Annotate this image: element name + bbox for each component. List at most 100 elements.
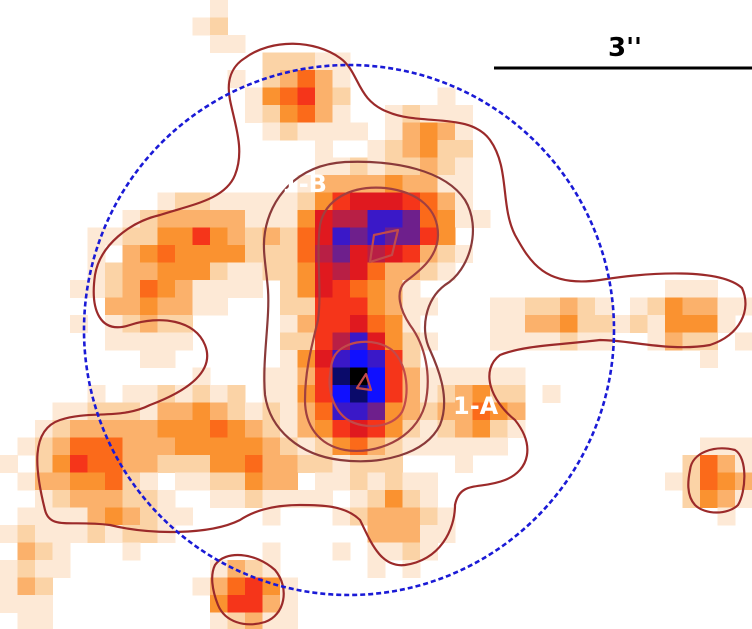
map-pixel: [245, 105, 263, 123]
map-pixel: [262, 507, 281, 526]
map-pixel: [315, 105, 333, 123]
map-pixel: [420, 332, 438, 351]
map-pixel: [367, 332, 386, 351]
map-pixel: [262, 192, 281, 211]
map-pixel: [437, 507, 456, 526]
map-pixel: [297, 350, 316, 368]
map-pixel: [385, 402, 403, 421]
map-pixel: [402, 525, 421, 543]
map-pixel: [70, 507, 88, 526]
map-pixel: [455, 157, 473, 176]
map-pixel: [437, 227, 456, 246]
map-pixel: [227, 280, 246, 298]
map-pixel: [402, 262, 421, 281]
map-pixel: [70, 490, 88, 508]
map-pixel: [227, 420, 246, 438]
map-pixel: [367, 507, 386, 526]
map-pixel: [105, 472, 123, 491]
map-pixel: [385, 157, 403, 176]
map-pixel: [192, 385, 211, 403]
map-pixel: [105, 332, 123, 351]
map-pixel: [157, 245, 176, 263]
map-pixel: [227, 245, 246, 263]
map-pixel: [595, 332, 613, 351]
map-pixel: [402, 332, 421, 351]
map-pixel: [507, 420, 526, 438]
map-pixel: [245, 612, 263, 629]
map-pixel: [350, 472, 368, 491]
map-pixel: [665, 297, 683, 316]
inner-contour: [303, 186, 440, 452]
map-pixel: [262, 612, 281, 629]
map-pixel: [717, 315, 736, 333]
map-pixel: [192, 455, 211, 473]
map-pixel: [227, 402, 246, 421]
map-pixel: [665, 280, 683, 298]
map-pixel: [455, 402, 473, 421]
map-pixel: [17, 612, 36, 629]
map-pixel: [297, 122, 316, 141]
map-pixel: [402, 122, 421, 141]
map-pixel: [210, 437, 228, 456]
map-pixel: [315, 315, 333, 333]
map-pixel: [245, 210, 263, 228]
map-pixel: [280, 297, 298, 316]
map-pixel: [17, 472, 36, 491]
map-pixel: [682, 472, 701, 491]
map-pixel: [122, 455, 141, 473]
map-pixel: [647, 332, 666, 351]
map-pixel: [245, 402, 263, 421]
map-pixel: [315, 490, 333, 508]
map-pixel: [490, 420, 508, 438]
map-pixel: [140, 420, 158, 438]
map-pixel: [227, 472, 246, 491]
map-pixel: [402, 507, 421, 526]
map-pixel: [35, 577, 53, 596]
map-pixel: [332, 367, 351, 386]
map-pixel: [385, 367, 403, 386]
map-pixel: [490, 297, 508, 316]
map-pixel: [87, 280, 106, 298]
map-pixel: [437, 525, 456, 543]
map-pixel: [420, 245, 438, 263]
map-pixel: [402, 350, 421, 368]
map-pixel: [210, 297, 228, 316]
map-pixel: [262, 420, 281, 438]
map-pixel: [717, 455, 736, 473]
map-pixel: [315, 140, 333, 158]
map-pixel: [280, 105, 298, 123]
map-pixel: [367, 402, 386, 421]
map-pixel: [210, 612, 228, 629]
map-pixel: [70, 420, 88, 438]
map-pixel: [0, 455, 18, 473]
map-pixel: [350, 245, 368, 263]
map-pixel: [402, 402, 421, 421]
map-pixel: [105, 315, 123, 333]
map-pixel: [210, 210, 228, 228]
map-pixel: [595, 297, 613, 316]
map-pixel: [140, 227, 158, 246]
map-pixel: [17, 507, 36, 526]
map-pixel: [210, 0, 228, 18]
map-pixel: [315, 402, 333, 421]
map-pixel: [700, 472, 718, 491]
core-contour: [328, 340, 408, 428]
scale-bar-label: 3'': [608, 33, 642, 63]
map-pixel: [262, 87, 281, 106]
map-pixel: [507, 332, 526, 351]
map-pixel: [402, 105, 421, 123]
map-pixel: [437, 157, 456, 176]
map-pixel: [350, 437, 368, 456]
map-pixel: [350, 507, 368, 526]
map-pixel: [122, 280, 141, 298]
map-pixel: [367, 350, 386, 368]
map-pixel: [87, 437, 106, 456]
map-pixel: [455, 420, 473, 438]
map-pixel: [332, 70, 351, 88]
map-pixel: [297, 262, 316, 281]
map-pixel: [280, 245, 298, 263]
map-pixel: [17, 542, 36, 561]
map-pixel: [157, 297, 176, 316]
map-pixel: [297, 297, 316, 316]
map-pixel: [490, 315, 508, 333]
